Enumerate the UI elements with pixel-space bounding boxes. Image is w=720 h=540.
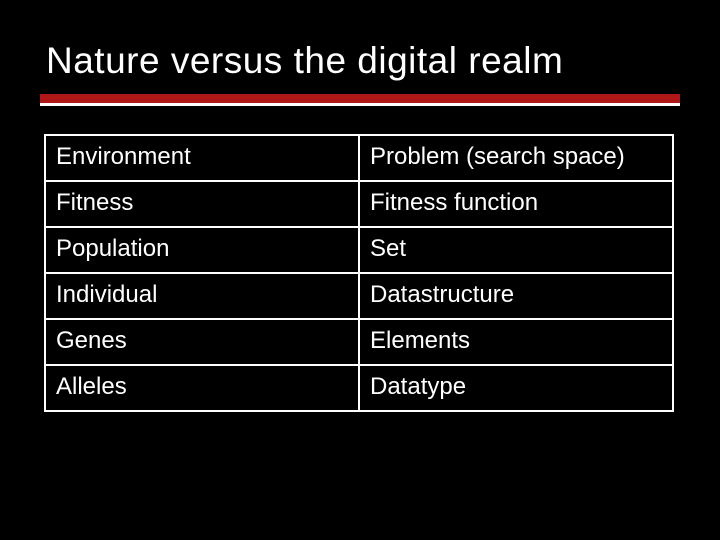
digital-cell: Datatype bbox=[359, 365, 673, 411]
digital-cell: Elements bbox=[359, 319, 673, 365]
nature-cell: Individual bbox=[45, 273, 359, 319]
table-row: Alleles Datatype bbox=[45, 365, 673, 411]
nature-cell: Genes bbox=[45, 319, 359, 365]
nature-cell: Population bbox=[45, 227, 359, 273]
digital-cell: Fitness function bbox=[359, 181, 673, 227]
nature-cell: Alleles bbox=[45, 365, 359, 411]
digital-cell: Problem (search space) bbox=[359, 135, 673, 181]
table-row: Fitness Fitness function bbox=[45, 181, 673, 227]
table-row: Population Set bbox=[45, 227, 673, 273]
rule-white-bar bbox=[40, 103, 680, 106]
title-underline-rule bbox=[40, 94, 680, 106]
digital-cell: Set bbox=[359, 227, 673, 273]
slide-title: Nature versus the digital realm bbox=[40, 40, 680, 82]
rule-red-bar bbox=[40, 94, 680, 103]
nature-cell: Environment bbox=[45, 135, 359, 181]
table-row: Individual Datastructure bbox=[45, 273, 673, 319]
digital-cell: Datastructure bbox=[359, 273, 673, 319]
table-row: Environment Problem (search space) bbox=[45, 135, 673, 181]
table-row: Genes Elements bbox=[45, 319, 673, 365]
nature-cell: Fitness bbox=[45, 181, 359, 227]
comparison-table: Environment Problem (search space) Fitne… bbox=[44, 134, 674, 412]
